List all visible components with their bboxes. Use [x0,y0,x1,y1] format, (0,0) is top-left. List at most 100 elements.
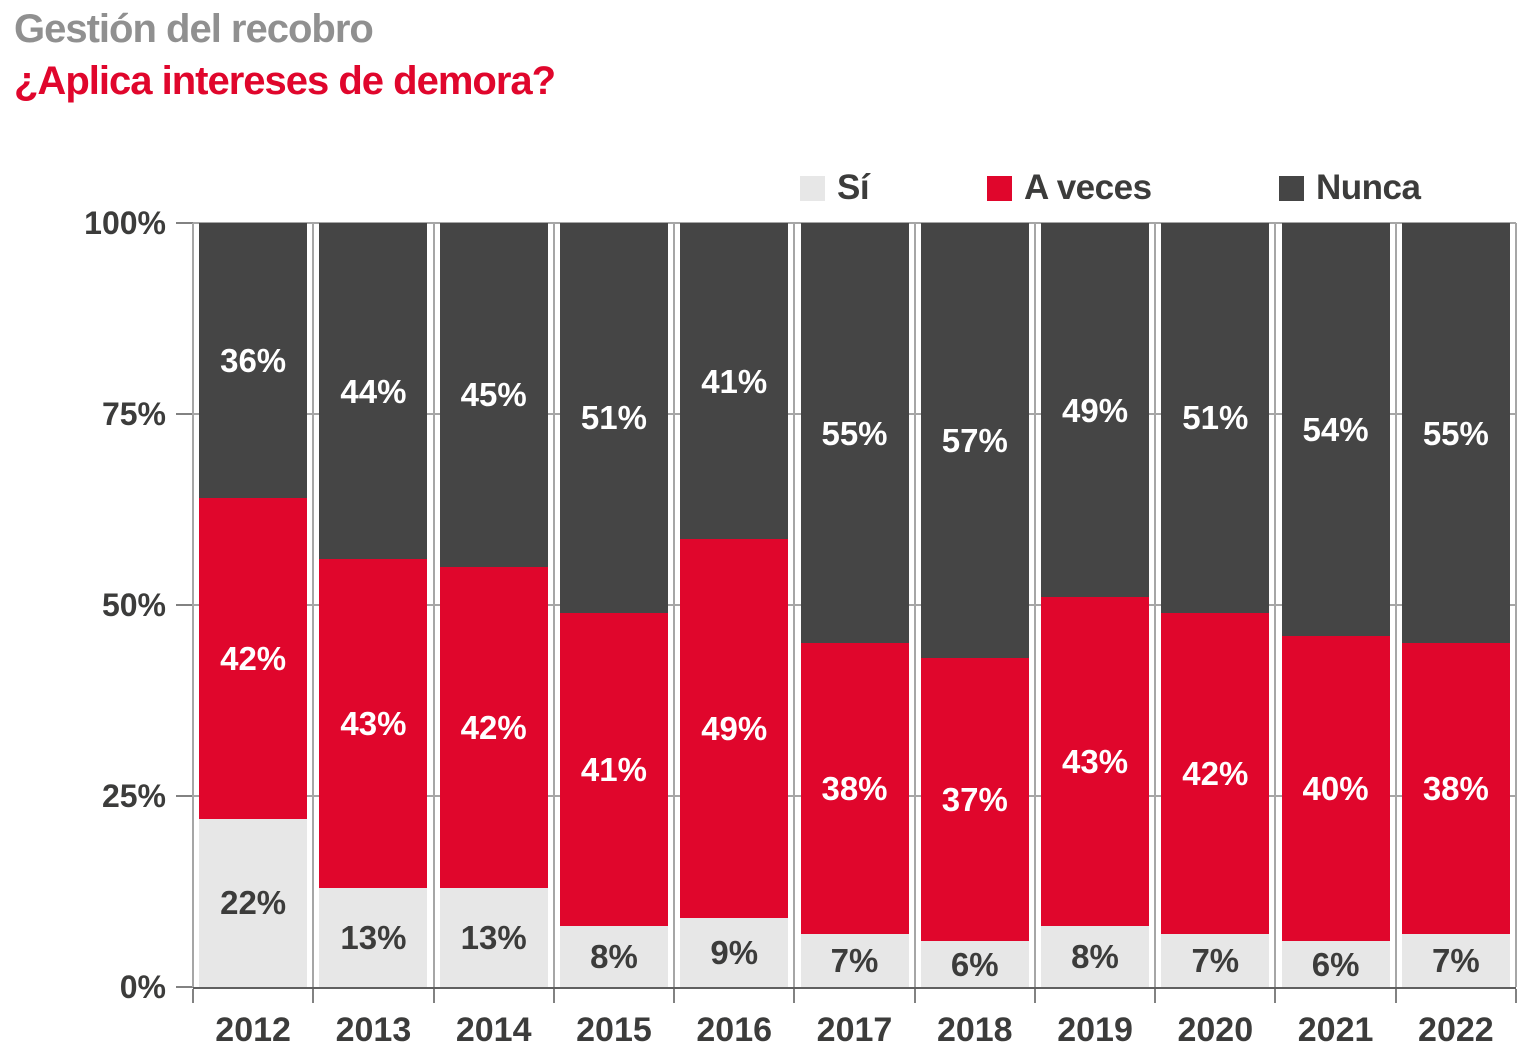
segment-value-label: 41% [701,362,768,400]
segment-a-veces-2016: 49% [680,539,789,918]
segment-nunca-2021: 54% [1281,223,1390,636]
segment-value-label: 42% [460,708,527,746]
x-axis-tick-0 [192,989,194,1003]
x-axis-label-2021: 2021 [1297,1011,1374,1049]
legend-swatch-a-veces [987,175,1012,201]
segment-value-label: 51% [580,399,647,437]
segment-si-2020: 7% [1161,933,1270,987]
segment-nunca-2012: 36% [199,223,308,499]
segment-a-veces-2021: 40% [1281,635,1390,942]
y-axis-label-50: 50% [101,587,166,623]
segment-a-veces-2012: 42% [199,498,308,819]
segment-value-label: 57% [941,422,1008,460]
bar-2015: 8% 41% 51% [559,223,668,987]
segment-value-label: 42% [220,639,287,677]
y-axis-label-25: 25% [101,778,166,814]
legend-item-a-veces: A veces [987,168,1152,207]
segment-a-veces-2014: 42% [439,566,548,888]
bar-2019: 8% 43% 49% [1041,223,1150,987]
segment-value-label: 6% [950,945,999,983]
x-axis-label-2019: 2019 [1057,1011,1133,1049]
chart-subtitle: Gestión del recobro [14,7,374,51]
x-axis-label-2017: 2017 [816,1011,893,1049]
bar-2021: 6% 40% 54% [1281,223,1390,987]
segment-value-label: 6% [1311,945,1360,983]
bar-2018: 6% 37% 57% [920,222,1029,987]
x-axis-label-2022: 2022 [1418,1011,1494,1049]
x-axis-tick-7 [1033,989,1036,1003]
x-axis-tick-4 [673,989,676,1003]
y-axis-tick-50 [176,604,193,606]
x-axis-tick-11 [1515,989,1517,1003]
segment-value-label: 37% [941,781,1008,819]
segment-nunca-2022: 55% [1401,223,1510,644]
legend-label-a-veces: A veces [1024,168,1152,207]
y-axis-tick-100 [176,222,193,224]
segment-value-label: 13% [340,918,407,956]
vertical-gridline-10 [1394,223,1397,987]
segment-si-2014: 13% [439,887,548,987]
x-axis-label-2012: 2012 [215,1011,291,1049]
segment-value-label: 9% [710,933,759,971]
vertical-gridline-11 [1515,223,1517,987]
bar-2020: 7% 42% 51% [1161,223,1270,987]
segment-value-label: 38% [1422,769,1489,807]
segment-nunca-2014: 45% [439,223,548,567]
segment-value-label: 13% [460,918,527,956]
segment-a-veces-2015: 41% [559,612,668,926]
segment-value-label: 55% [821,414,888,452]
segment-value-label: 40% [1302,769,1369,807]
segment-value-label: 43% [1062,743,1129,781]
x-axis-tick-3 [552,989,555,1003]
segment-nunca-2018: 57% [920,222,1029,659]
segment-a-veces-2020: 42% [1161,612,1270,934]
segment-nunca-2020: 51% [1161,223,1270,613]
segment-si-2022: 7% [1401,933,1510,987]
segment-value-label: 8% [590,937,638,975]
segment-si-2018: 6% [920,941,1029,987]
x-axis-tick-5 [793,989,796,1003]
y-axis-label-0: 0% [119,969,166,1005]
segment-value-label: 7% [830,941,879,979]
x-axis-tick-1 [312,989,315,1003]
vertical-gridline-7 [1033,223,1036,987]
segment-nunca-2019: 49% [1041,223,1150,598]
x-axis-tick-10 [1394,989,1397,1003]
y-axis-tick-0 [176,986,193,988]
segment-value-label: 7% [1432,941,1480,979]
segment-value-label: 49% [1062,391,1129,429]
segment-value-label: 51% [1182,399,1249,437]
x-axis-label-2020: 2020 [1177,1011,1254,1049]
plot-area: 22% 42% 36% 13% 43% 44% 13% 42% 45% 8% 41% 51% 9% 49%… [192,222,1517,989]
segment-value-label: 7% [1191,941,1240,979]
x-axis-label-2014: 2014 [455,1011,532,1049]
legend-item-nunca: Nunca [1279,168,1421,207]
y-axis-line [192,223,194,987]
segment-value-label: 38% [821,769,888,807]
bar-2014: 13% 42% 45% [439,223,548,987]
segment-a-veces-2019: 43% [1041,597,1150,926]
vertical-gridline-3 [552,223,555,987]
segment-value-label: 36% [220,342,287,380]
x-axis-tick-8 [1154,989,1157,1003]
legend-swatch-si [800,175,825,201]
y-axis-tick-25 [176,795,193,797]
segment-nunca-2017: 55% [800,223,909,644]
segment-value-label: 54% [1302,410,1369,448]
y-axis-label-100: 100% [84,205,166,241]
legend-swatch-nunca [1279,175,1304,201]
segment-value-label: 44% [340,372,407,410]
segment-si-2021: 6% [1281,941,1390,987]
segment-value-label: 45% [460,376,527,414]
vertical-gridline-6 [913,223,916,987]
y-axis-tick-75 [176,413,193,415]
vertical-gridline-5 [793,223,796,987]
segment-value-label: 49% [701,709,768,747]
vertical-gridline-2 [432,223,435,987]
bar-2012: 22% 42% 36% [199,223,308,987]
segment-si-2012: 22% [199,818,308,987]
segment-value-label: 42% [1182,754,1249,792]
vertical-gridline-1 [312,223,315,987]
vertical-gridline-9 [1274,223,1277,987]
